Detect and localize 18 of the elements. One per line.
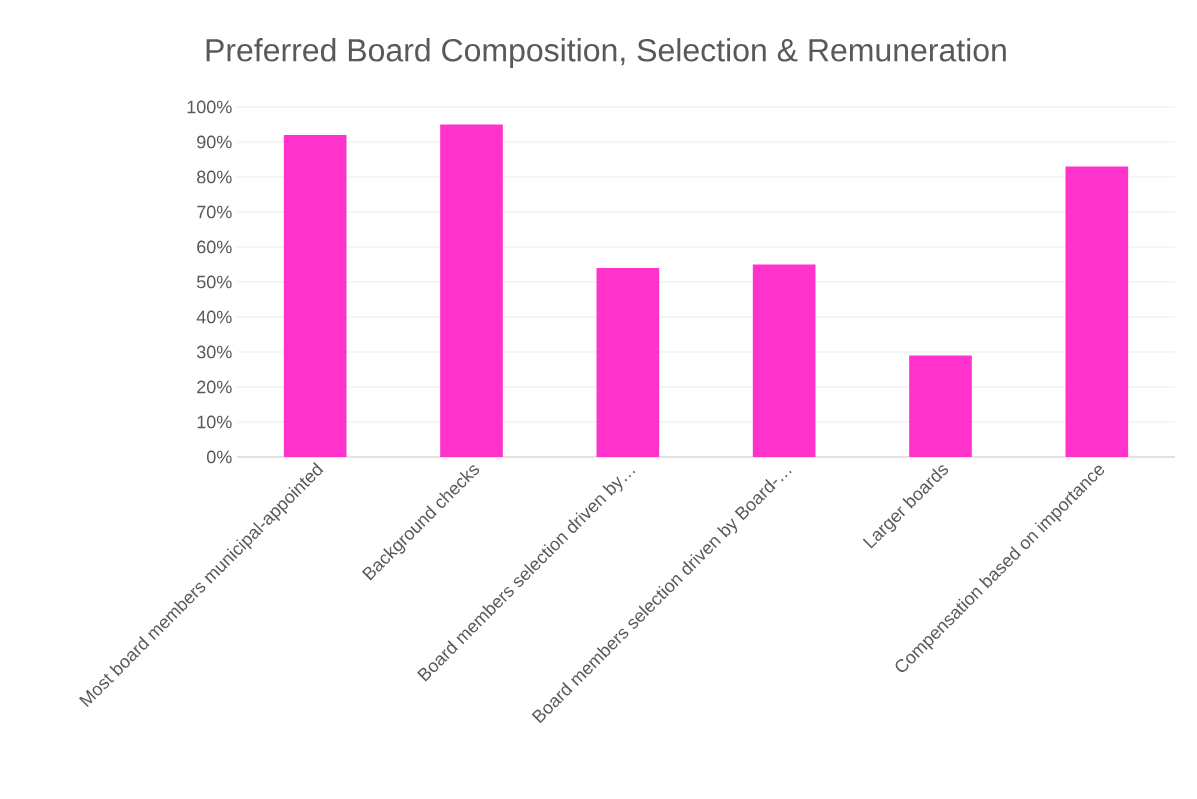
y-tick-label: 30%: [196, 345, 232, 359]
y-tick-label: 20%: [197, 380, 232, 394]
bar: [596, 267, 660, 457]
y-tick-label: 90%: [197, 135, 232, 149]
bar: [909, 355, 972, 457]
y-tick-label: 80%: [197, 170, 232, 184]
bar: [440, 124, 503, 457]
bar: [283, 134, 347, 457]
y-tick-label: 10%: [197, 415, 232, 429]
y-tick-label: 0%: [206, 450, 232, 464]
bar: [752, 264, 816, 457]
chart-title: Preferred Board Composition, Selection & Remuneration: [206, 38, 1006, 68]
y-tick-label: 100%: [187, 100, 232, 114]
y-tick-label: 70%: [197, 205, 232, 219]
y-tick-label: 50%: [196, 275, 232, 289]
y-tick-label: 60%: [197, 240, 232, 254]
y-tick-label: 40%: [196, 310, 232, 324]
bar: [1065, 166, 1129, 457]
